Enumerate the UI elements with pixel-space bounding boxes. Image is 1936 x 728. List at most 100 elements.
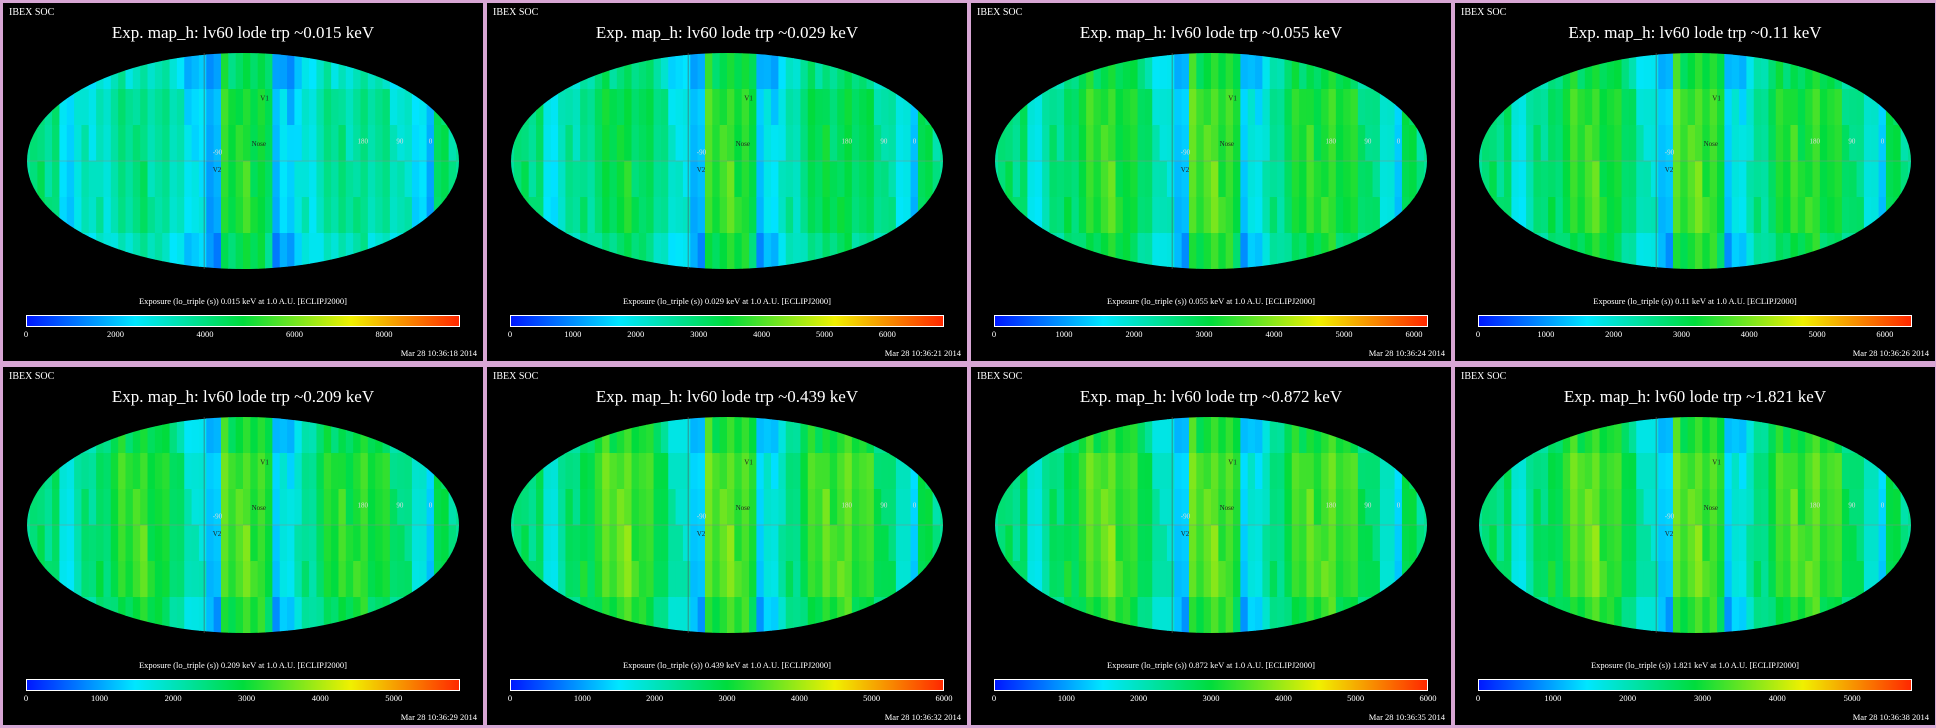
map-panel: IBEX SOC Exp. map_h: lv60 lode trp ~0.11 … bbox=[1455, 3, 1935, 361]
map-cell bbox=[1042, 453, 1051, 490]
map-cell bbox=[1628, 417, 1638, 454]
map-cell bbox=[1115, 525, 1124, 562]
map-cell bbox=[404, 197, 413, 234]
map-cell bbox=[1196, 597, 1205, 633]
map-cell bbox=[511, 53, 515, 90]
map-cell bbox=[1416, 489, 1425, 526]
map-cell bbox=[360, 417, 369, 454]
map-cell bbox=[147, 561, 156, 598]
map-cell bbox=[1291, 233, 1300, 269]
map-panel: IBEX SOC Exp. map_h: lv60 lode trp ~0.015… bbox=[3, 3, 483, 361]
colorbar-tick: 3000 bbox=[1202, 693, 1220, 703]
map-cell bbox=[360, 453, 369, 490]
map-cell bbox=[859, 561, 868, 598]
map-cell bbox=[1115, 417, 1124, 454]
map-cell bbox=[37, 53, 46, 90]
map-cell bbox=[800, 489, 809, 526]
map-cell bbox=[1020, 89, 1029, 126]
map-cell bbox=[1849, 453, 1858, 490]
map-cell bbox=[389, 453, 399, 490]
map-cell bbox=[1100, 161, 1110, 198]
map-cell bbox=[727, 489, 736, 526]
map-cell bbox=[888, 489, 897, 526]
map-cell bbox=[1130, 197, 1139, 234]
map-cell bbox=[1540, 89, 1549, 126]
map-cell bbox=[807, 89, 816, 126]
map-cell bbox=[389, 125, 399, 162]
map-cell bbox=[1277, 453, 1286, 490]
map-cell bbox=[1783, 233, 1792, 269]
map-cell bbox=[594, 417, 604, 454]
map-cell bbox=[1496, 561, 1505, 598]
map-cell bbox=[1277, 597, 1286, 633]
map-cell bbox=[815, 53, 824, 90]
map-cell bbox=[279, 453, 288, 490]
colorbar-tick: 5000 bbox=[1843, 693, 1861, 703]
map-cell bbox=[345, 525, 355, 562]
map-cell bbox=[1614, 417, 1623, 454]
map-cell bbox=[367, 453, 377, 490]
map-cell bbox=[353, 53, 362, 90]
map-cell bbox=[118, 561, 127, 598]
map-marker-label: -90 bbox=[1665, 513, 1675, 521]
map-cell bbox=[1496, 125, 1505, 162]
map-cell bbox=[1555, 489, 1564, 526]
map-cell bbox=[1020, 161, 1029, 198]
map-cell bbox=[426, 233, 435, 269]
map-cell bbox=[1233, 233, 1242, 269]
map-cell bbox=[125, 125, 134, 162]
map-cell bbox=[800, 561, 809, 598]
map-cell bbox=[1526, 89, 1535, 126]
map-cell bbox=[1188, 53, 1198, 90]
map-cell bbox=[1709, 489, 1718, 526]
map-cell bbox=[1379, 417, 1389, 454]
map-cell bbox=[176, 89, 186, 126]
map-cell bbox=[30, 417, 39, 454]
map-cell bbox=[995, 233, 999, 269]
map-cell bbox=[1702, 233, 1711, 269]
map-cell bbox=[1834, 125, 1843, 162]
map-cell bbox=[1768, 53, 1777, 90]
map-cell bbox=[866, 233, 875, 269]
map-cell bbox=[690, 197, 699, 234]
map-cell bbox=[1636, 597, 1645, 633]
map-cell bbox=[1093, 53, 1102, 90]
map-cell bbox=[602, 417, 611, 454]
map-cell bbox=[1409, 489, 1418, 526]
map-cell bbox=[1255, 489, 1264, 526]
map-cell bbox=[903, 161, 912, 198]
map-cell bbox=[1555, 597, 1564, 633]
map-marker-label: 180 bbox=[1809, 138, 1820, 146]
map-cell bbox=[1753, 125, 1762, 162]
map-cell bbox=[727, 89, 736, 126]
map-cell bbox=[323, 197, 332, 234]
map-cell bbox=[1233, 417, 1242, 454]
map-cell bbox=[572, 597, 581, 633]
map-cell bbox=[631, 561, 640, 598]
map-cell bbox=[1240, 489, 1249, 526]
map-cell bbox=[419, 89, 428, 126]
map-cell bbox=[1768, 597, 1777, 633]
map-cell bbox=[1387, 161, 1396, 198]
map-cell bbox=[1724, 125, 1733, 162]
map-cell bbox=[257, 561, 266, 598]
map-cell bbox=[653, 89, 662, 126]
map-cell bbox=[1203, 525, 1212, 562]
map-cell bbox=[1709, 417, 1718, 454]
map-cell bbox=[1188, 233, 1198, 269]
map-cell bbox=[360, 597, 369, 633]
map-cell bbox=[734, 561, 743, 598]
map-cell bbox=[704, 161, 714, 198]
map-cell bbox=[1555, 453, 1564, 490]
map-cell bbox=[1284, 233, 1293, 269]
map-cell bbox=[1482, 417, 1491, 454]
map-cell bbox=[1423, 233, 1427, 269]
map-cell bbox=[1262, 89, 1271, 126]
map-cell bbox=[1614, 53, 1623, 90]
map-cell bbox=[675, 597, 684, 633]
map-cell bbox=[1479, 597, 1483, 633]
map-cell bbox=[550, 561, 559, 598]
map-cell bbox=[433, 453, 443, 490]
map-cell bbox=[213, 453, 222, 490]
map-cell bbox=[1885, 197, 1895, 234]
